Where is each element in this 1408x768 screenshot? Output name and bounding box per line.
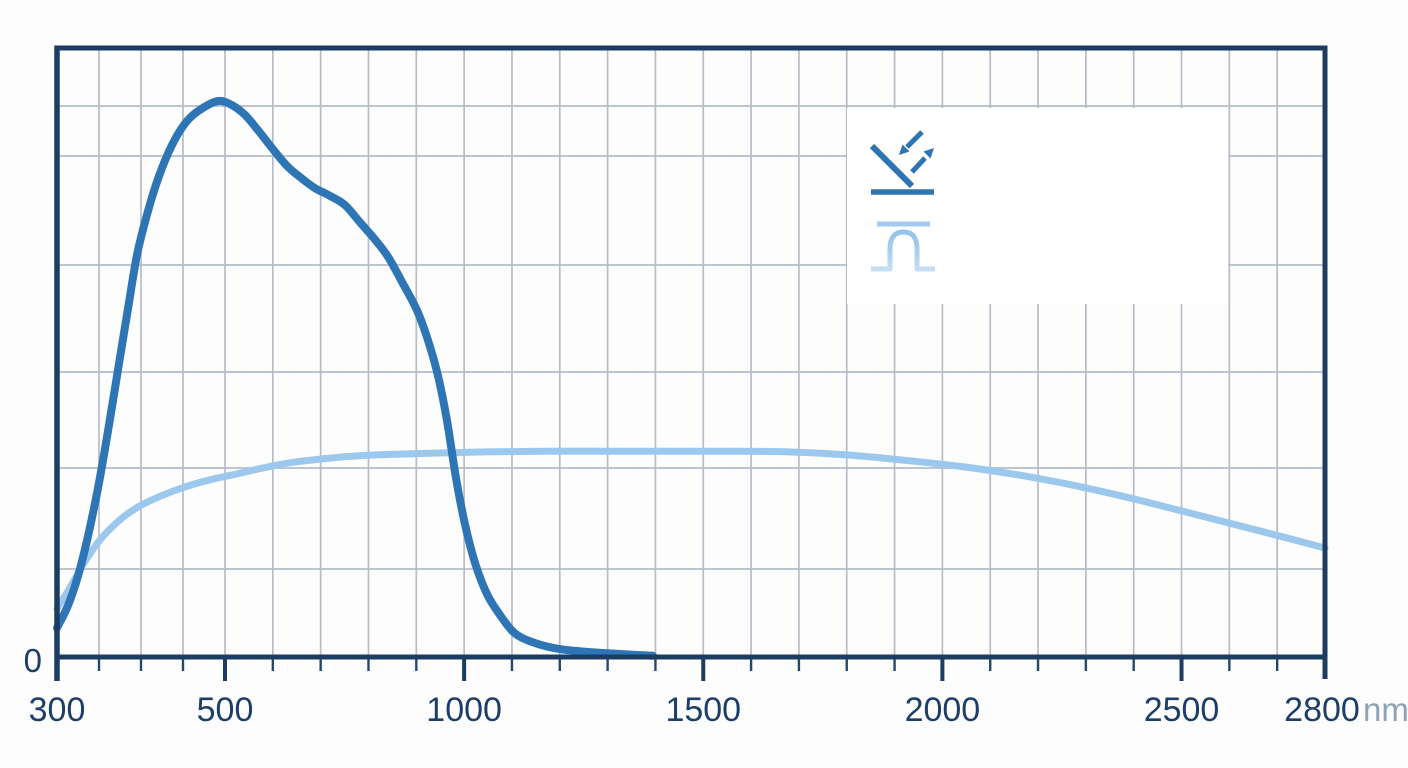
pyranometer-dome-icon xyxy=(871,229,935,272)
curve-peaked-response xyxy=(53,96,657,660)
x-tick-label-1500: 1500 xyxy=(665,691,741,729)
curve-broadband-response xyxy=(53,447,1329,613)
x-axis-labels: 300 500 1000 1500 2000 2500 2800 xyxy=(29,691,1360,729)
reflected-arrow-icon xyxy=(910,156,927,174)
plot-frame xyxy=(54,45,1328,681)
incident-arrowhead-icon xyxy=(899,144,910,155)
y-axis-zero-label: 0 xyxy=(24,642,42,679)
legend-panel xyxy=(847,108,1228,304)
x-tick-label-2800: 2800 xyxy=(1284,691,1360,729)
reflected-radiation-pyranometer-icon xyxy=(869,130,935,272)
x-tick-label-500: 500 xyxy=(197,691,254,729)
incident-arrow-icon xyxy=(905,130,924,149)
x-tick-label-1000: 1000 xyxy=(426,691,502,729)
x-tick-label-2000: 2000 xyxy=(905,691,981,729)
x-axis-unit-label: nm xyxy=(1363,691,1408,728)
response-curves xyxy=(53,96,1329,660)
x-tick-label-300: 300 xyxy=(29,691,86,729)
x-tick-label-2500: 2500 xyxy=(1144,691,1220,729)
reflected-arrowhead-icon xyxy=(923,148,934,159)
tilted-surface-icon xyxy=(869,143,915,189)
axis-ticks xyxy=(97,659,1279,681)
